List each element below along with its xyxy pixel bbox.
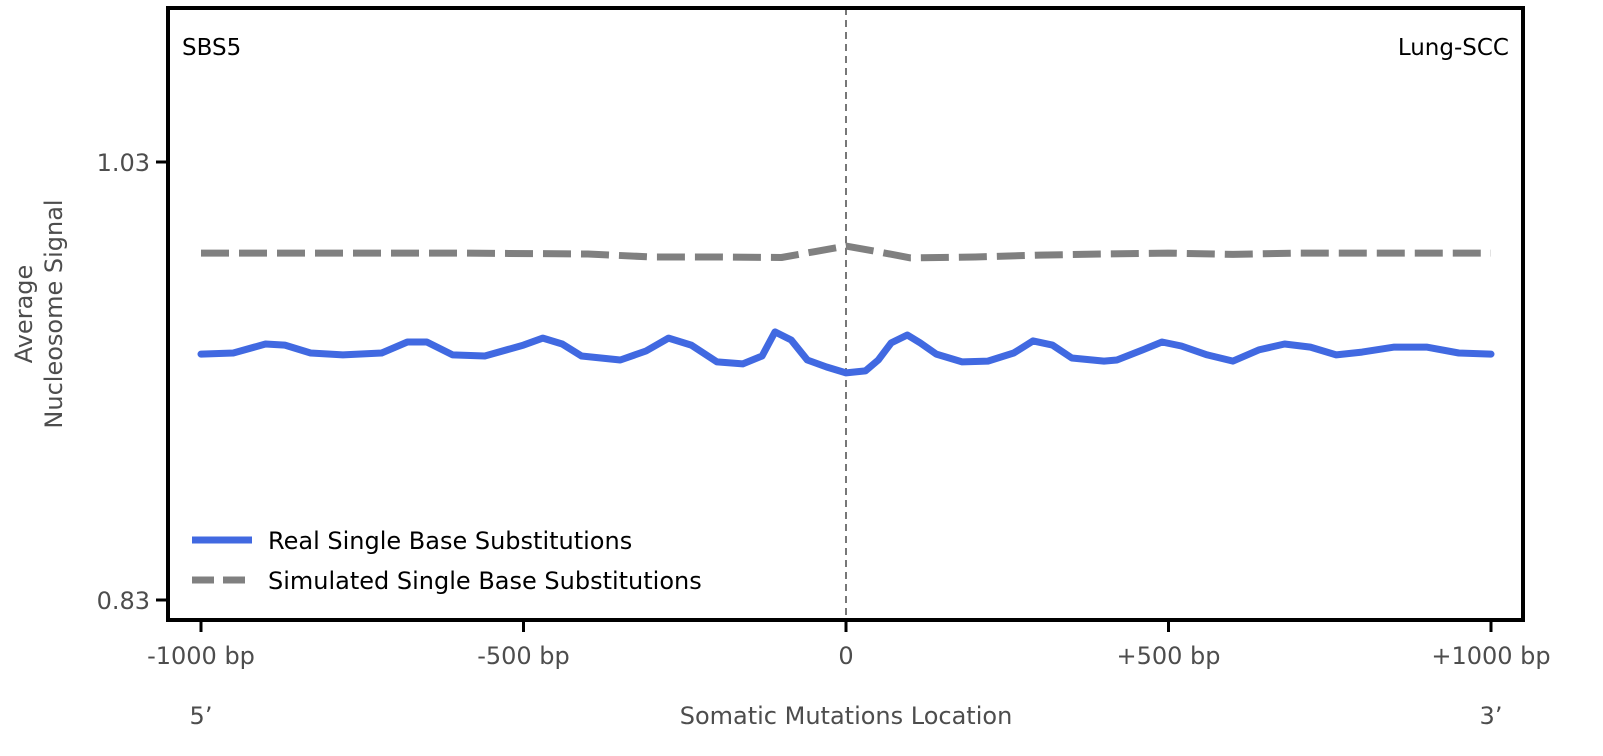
x-tick-label: -500 bp xyxy=(477,642,570,670)
end-label-5prime: 5’ xyxy=(190,702,213,730)
x-tick-label: -1000 bp xyxy=(147,642,255,670)
cancer-type-label: Lung-SCC xyxy=(1398,35,1509,61)
x-axis-label: Somatic Mutations Location xyxy=(680,702,1013,730)
simulated-sbs-line xyxy=(201,242,1491,262)
legend: Real Single Base Substitutions Simulated… xyxy=(192,527,702,595)
signature-label: SBS5 xyxy=(182,35,241,61)
y-axis-label-line1: Average xyxy=(10,265,38,364)
x-tick-label: 0 xyxy=(838,642,853,670)
y-axis-label-line2: Nucleosome Signal xyxy=(40,199,68,428)
end-label-3prime: 3’ xyxy=(1480,702,1503,730)
y-tick-label: 0.83 xyxy=(97,587,150,615)
y-tick-label: 1.03 xyxy=(97,149,150,177)
x-tick-label: +500 bp xyxy=(1116,642,1220,670)
legend-real-label: Real Single Base Substitutions xyxy=(268,527,632,555)
legend-simulated-label: Simulated Single Base Substitutions xyxy=(268,567,702,595)
real-sbs-line xyxy=(197,328,1495,377)
x-tick-label: +1000 bp xyxy=(1431,642,1550,670)
